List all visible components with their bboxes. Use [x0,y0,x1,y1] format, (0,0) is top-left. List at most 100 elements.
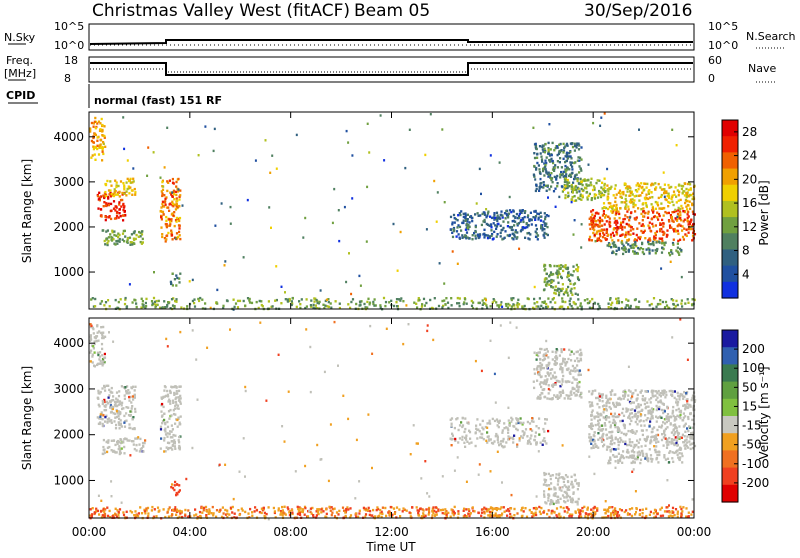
scatter-cell [683,412,685,414]
scatter-cell [624,246,626,248]
scatter-point [171,191,173,193]
scatter-cell [166,511,168,513]
scatter-cell [90,350,92,352]
scatter-cell [367,298,369,300]
scatter-cell [172,273,174,275]
y-tick-label: 2000 [53,220,84,234]
scatter-cell [655,249,657,251]
scatter-cell [92,361,94,363]
scatter-cell [568,508,570,510]
scatter-cell [540,507,542,509]
scatter-cell [660,399,662,401]
scatter-cell [665,458,667,460]
scatter-cell [616,226,618,228]
scatter-cell [478,237,480,239]
scatter-cell [597,447,599,449]
scatter-cell [571,162,573,164]
scatter-cell [118,415,120,417]
scatter-cell [535,184,537,186]
scatter-cell [169,180,171,182]
scatter-cell [224,509,226,511]
scatter-cell [102,141,104,143]
scatter-cell [557,282,559,284]
scatter-cell [602,400,604,402]
scatter-cell [571,143,573,145]
scatter-cell [690,188,692,190]
scatter-cell [653,297,655,299]
scatter-cell [666,506,668,508]
scatter-cell [396,298,398,300]
scatter-cell [515,422,517,424]
scatter-cell [158,509,160,511]
scatter-cell [565,380,567,382]
scatter-cell [452,228,454,230]
scatter-cell [615,253,617,255]
scatter-cell [101,337,103,339]
scatter-cell [287,506,289,508]
scatter-point [558,196,560,198]
scatter-cell [615,448,617,450]
scatter-cell [480,433,482,435]
scatter-cell [618,453,620,455]
scatter-cell [128,399,130,401]
scatter-cell [399,515,401,517]
scatter-cell [640,182,642,184]
scatter-cell [434,514,436,516]
scatter-cell [645,453,647,455]
scatter-cell [590,423,592,425]
freq-panel: Freq. [MHz] 18 8 60 0 Nave [4,54,776,85]
scatter-cell [538,433,540,435]
scatter-cell [565,194,567,196]
scatter-cell [104,191,106,193]
velocity-plot-area [89,318,696,520]
scatter-cell [638,306,640,308]
scatter-cell [677,434,679,436]
scatter-point [132,167,134,169]
scatter-cell [105,195,107,197]
scatter-point [380,114,382,116]
scatter-cell [453,214,455,216]
scatter-cell [187,509,189,511]
scatter-cell [131,194,133,196]
scatter-cell [304,514,306,516]
scatter-cell [598,406,600,408]
scatter-cell [451,232,453,234]
scatter-cell [551,512,553,514]
scatter-cell [552,273,554,275]
nsky-trace [90,40,693,44]
scatter-cell [539,185,541,187]
scatter-cell [606,448,608,450]
scatter-cell [422,512,424,514]
scatter-cell [567,294,569,296]
scatter-cell [123,446,125,448]
scatter-cell [171,298,173,300]
scatter-cell [536,380,538,382]
scatter-cell [233,299,235,301]
scatter-cell [536,153,538,155]
scatter-point [350,293,352,295]
scatter-cell [134,510,136,512]
scatter-cell [102,453,104,455]
scatter-cell [431,510,433,512]
scatter-cell [479,233,481,235]
scatter-cell [287,300,289,302]
scatter-cell [661,219,663,221]
scatter-cell [660,417,662,419]
scatter-cell [574,149,576,151]
scatter-cell [558,144,560,146]
scatter-cell [402,300,404,302]
scatter-cell [604,424,606,426]
scatter-cell [99,416,101,418]
scatter-cell [654,436,656,438]
scatter-cell [600,414,602,416]
scatter-point [204,125,206,127]
scatter-cell [569,398,571,400]
scatter-cell [442,512,444,514]
scatter-cell [635,421,637,423]
scatter-cell [571,199,573,201]
scatter-cell [455,418,457,420]
scatter-cell [163,437,165,439]
scatter-cell [547,297,549,299]
scatter-cell [174,442,176,444]
scatter-cell [566,160,568,162]
